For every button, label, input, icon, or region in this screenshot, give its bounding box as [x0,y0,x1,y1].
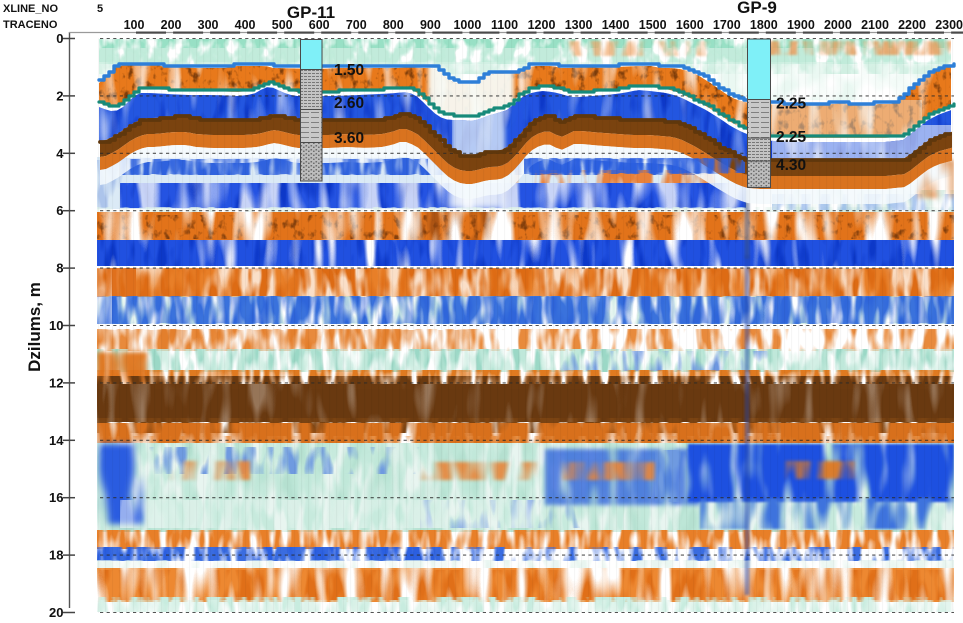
svg-text:800: 800 [383,18,404,32]
svg-text:2: 2 [56,88,63,103]
svg-text:2200: 2200 [898,18,926,32]
svg-text:900: 900 [420,18,441,32]
svg-text:8: 8 [56,261,63,276]
svg-text:100: 100 [124,18,145,32]
svg-text:2000: 2000 [824,18,852,32]
svg-text:3.60: 3.60 [334,130,364,147]
svg-text:1900: 1900 [787,18,815,32]
svg-text:0: 0 [56,31,63,46]
svg-text:12: 12 [49,375,63,390]
svg-text:300: 300 [198,18,219,32]
svg-text:1400: 1400 [602,18,630,32]
svg-text:10: 10 [49,318,63,333]
svg-text:600: 600 [309,18,330,32]
svg-text:1200: 1200 [528,18,556,32]
svg-text:1500: 1500 [639,18,667,32]
svg-text:400: 400 [235,18,256,32]
svg-text:700: 700 [346,18,367,32]
svg-text:20: 20 [49,605,63,620]
svg-text:1000: 1000 [453,18,481,32]
svg-text:4: 4 [56,146,64,161]
svg-text:1.50: 1.50 [334,62,364,79]
svg-text:Dzilums, m: Dzilums, m [25,282,44,372]
svg-text:1800: 1800 [750,18,778,32]
svg-text:500: 500 [272,18,293,32]
svg-text:6: 6 [56,203,63,218]
svg-text:TRACENO: TRACENO [3,19,58,31]
svg-text:2.25: 2.25 [776,96,807,113]
svg-text:2300: 2300 [935,18,963,32]
svg-text:200: 200 [161,18,182,32]
svg-text:1100: 1100 [491,18,518,32]
svg-text:2100: 2100 [861,18,889,32]
svg-text:2.25: 2.25 [776,129,807,146]
svg-text:GP-11: GP-11 [287,3,335,22]
svg-text:4.30: 4.30 [776,157,806,174]
svg-text:GP-9: GP-9 [737,0,777,17]
svg-text:14: 14 [49,433,64,448]
svg-text:2.60: 2.60 [334,95,364,112]
svg-text:1700: 1700 [713,18,741,32]
svg-text:16: 16 [49,490,63,505]
svg-text:1300: 1300 [565,18,593,32]
svg-text:1600: 1600 [676,18,704,32]
svg-text:18: 18 [49,548,63,563]
svg-text:XLINE_NO: XLINE_NO [3,3,58,15]
svg-text:5: 5 [97,3,103,15]
